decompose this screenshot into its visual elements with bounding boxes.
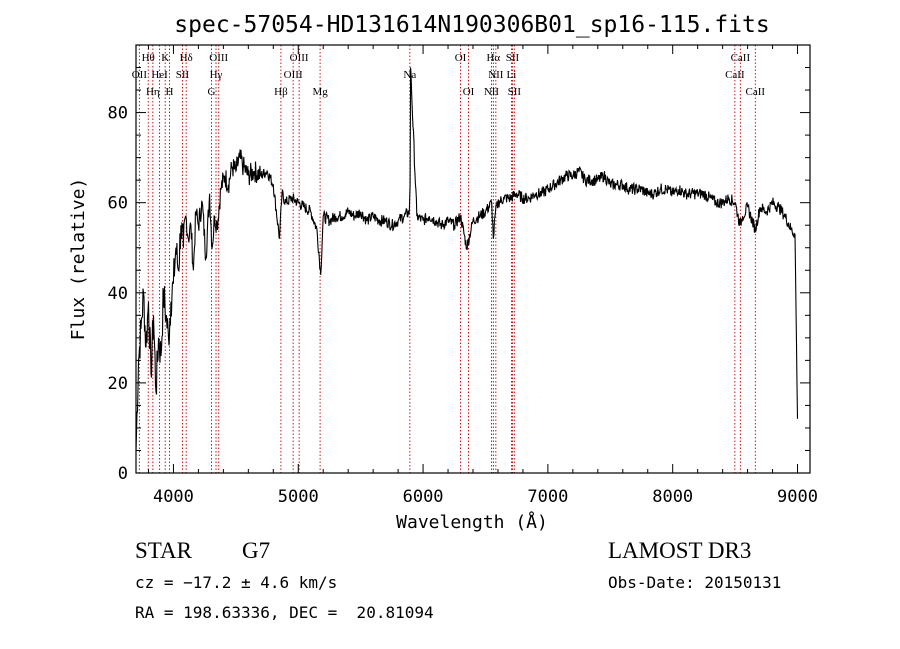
x-tick-label: 6000 <box>403 487 444 507</box>
line-label: OIII <box>290 52 309 64</box>
line-label: HeI <box>151 69 168 81</box>
line-label: OII <box>132 69 148 81</box>
line-label: Hγ <box>210 69 223 81</box>
line-label: OIII <box>284 69 303 81</box>
observation-date: Obs-Date: 20150131 <box>608 573 782 592</box>
line-label: Na <box>403 69 416 81</box>
plot-frame <box>135 44 811 474</box>
y-tick-label: 80 <box>108 104 128 124</box>
line-label: Hη <box>146 86 160 98</box>
spectral-subclass: G7 <box>242 538 271 563</box>
y-axis-ticks: 0 20 40 60 80 <box>108 67 810 484</box>
line-label: G <box>208 86 216 98</box>
line-label: CaII <box>746 86 766 98</box>
y-tick-label: 20 <box>108 374 128 394</box>
x-tick-label: 9000 <box>777 487 818 507</box>
line-label: NII <box>484 86 500 98</box>
line-label: Hθ <box>142 52 155 64</box>
line-label: SII <box>506 52 520 64</box>
x-tick-label: 4000 <box>153 487 194 507</box>
line-label: Hδ <box>180 52 193 64</box>
line-label: CaII <box>731 52 751 64</box>
line-markers <box>138 45 756 473</box>
line-label: H <box>165 86 173 98</box>
line-label: NII <box>488 69 504 81</box>
y-tick-label: 60 <box>108 194 128 214</box>
line-label: OI <box>455 52 467 64</box>
line-label: OIII <box>209 52 228 64</box>
line-label: SII <box>508 86 522 98</box>
line-labels: OIIHθHηHeIKHSIIHδGHγOIIIHβOIIIOIIIMgNaOI… <box>132 52 766 98</box>
line-label: Li <box>507 69 517 81</box>
x-tick-label: 5000 <box>278 487 319 507</box>
line-label: K <box>161 52 169 64</box>
line-label: CaII <box>725 69 745 81</box>
line-label: Mg <box>312 86 328 98</box>
y-axis-label: Flux (relative) <box>68 178 89 341</box>
chart-title: spec-57054-HD131614N190306B01_sp16-115.f… <box>174 12 769 38</box>
spectrum-line <box>135 67 799 451</box>
line-label: SII <box>176 69 190 81</box>
x-tick-label: 7000 <box>527 487 568 507</box>
radial-velocity: cz = −17.2 ± 4.6 km/s <box>135 573 338 592</box>
x-axis-label: Wavelength (Å) <box>396 511 548 533</box>
line-label: Hα <box>486 52 500 64</box>
y-tick-label: 40 <box>108 284 128 304</box>
object-type: STAR <box>135 538 192 563</box>
line-label: Hβ <box>274 86 288 98</box>
line-label: OI <box>463 86 475 98</box>
x-axis-ticks: 4000 5000 6000 7000 8000 9000 <box>147 45 818 507</box>
x-tick-label: 8000 <box>652 487 693 507</box>
coordinates: RA = 198.63336, DEC = 20.81094 <box>135 603 434 622</box>
survey-name: LAMOST DR3 <box>608 538 752 563</box>
y-tick-label: 0 <box>118 464 128 484</box>
